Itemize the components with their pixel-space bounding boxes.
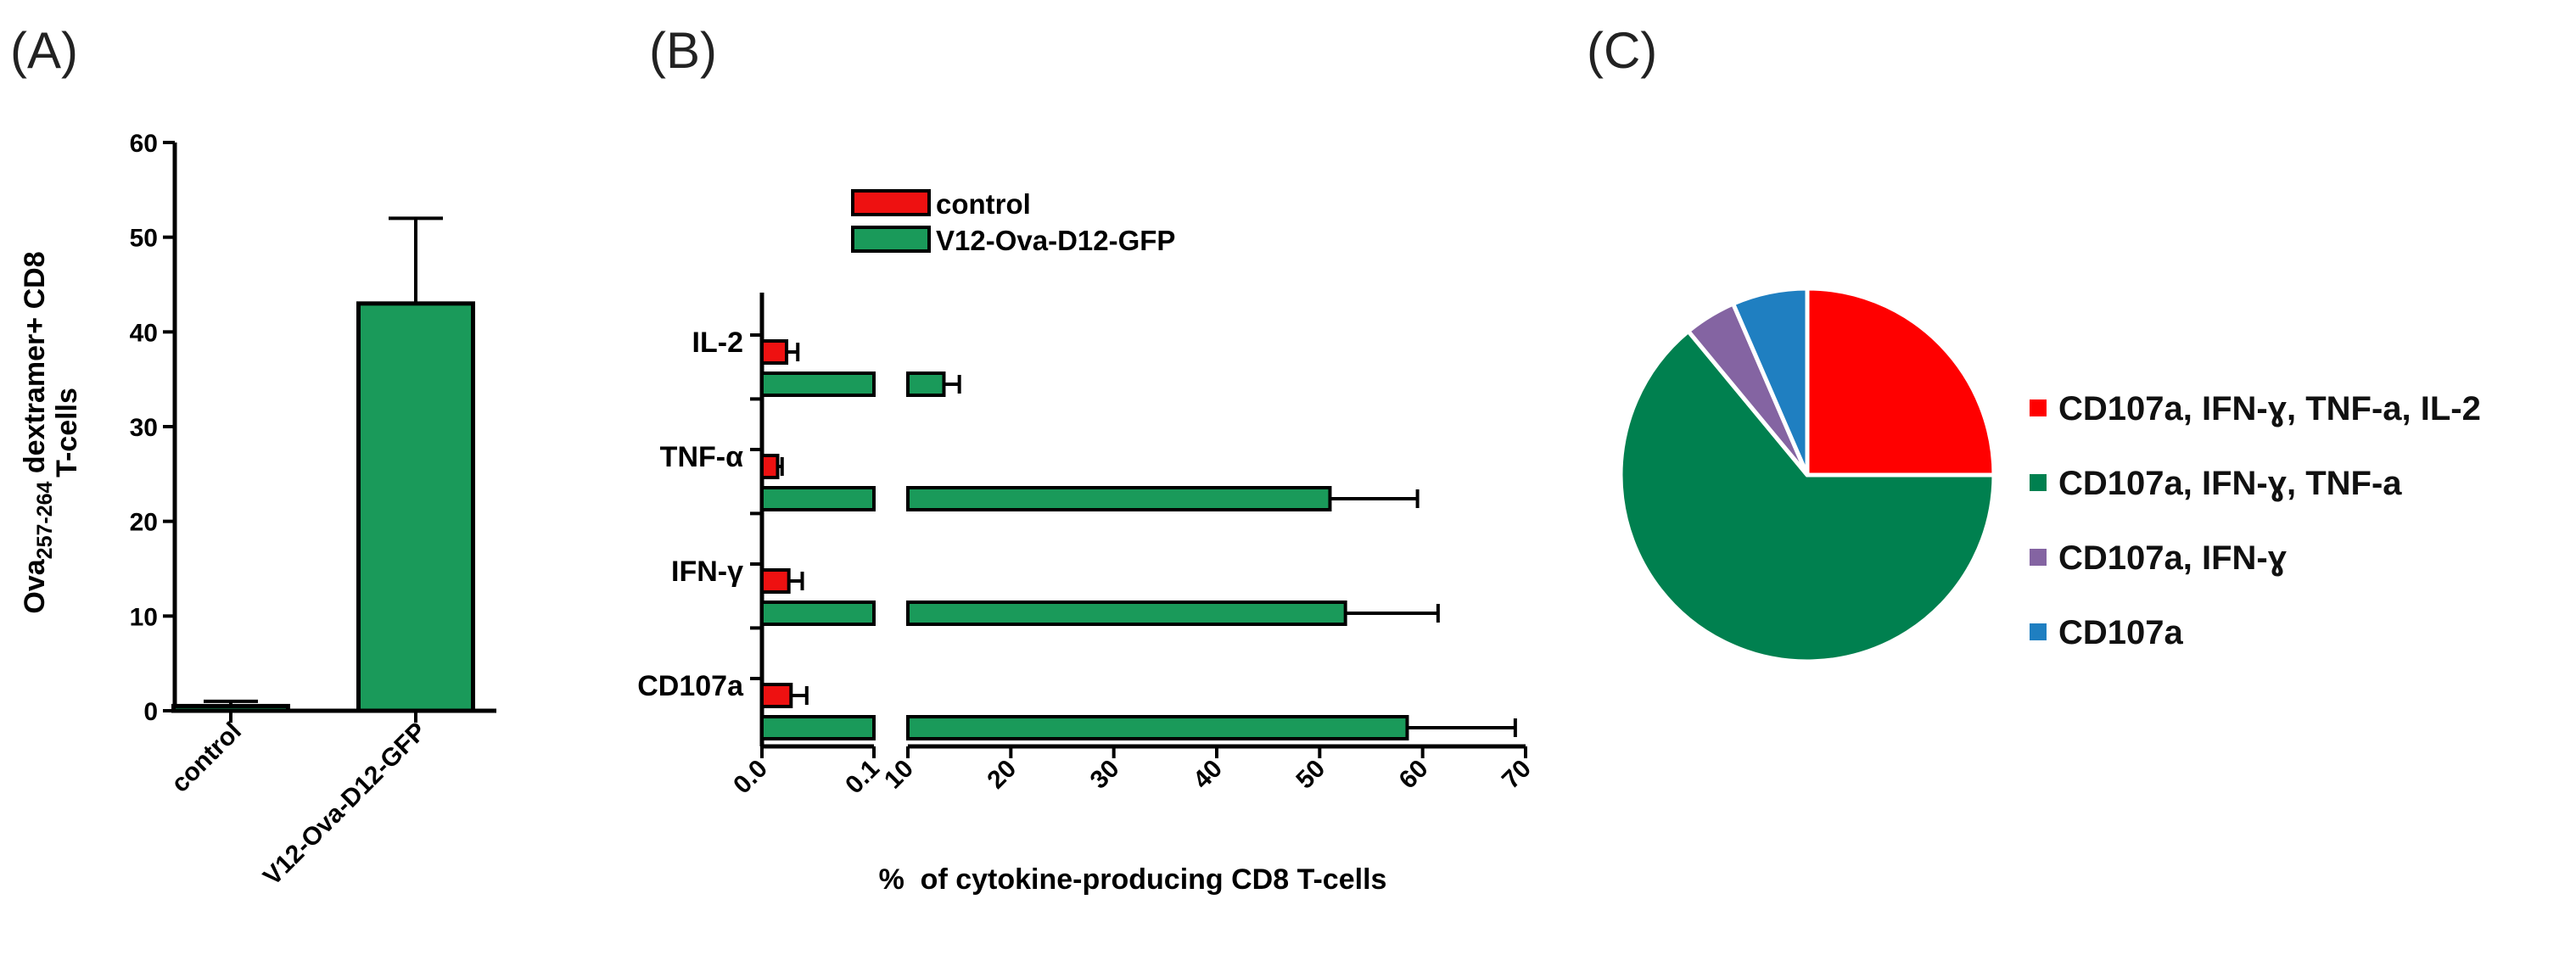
pie-legend-label: CD107a, IFN-ɣ: [2058, 539, 2288, 577]
legend-swatch-control: [851, 189, 931, 216]
panel-a-y-tick-label: 50: [130, 225, 158, 253]
panel-b-x-tick-label: 20: [982, 755, 1022, 795]
pie-legend-swatch: [2030, 474, 2047, 491]
panel-b-bar-control: [760, 454, 780, 479]
panel-b-bar-v12-high: [906, 715, 1409, 740]
panel-b-x-tick-label: 40: [1188, 755, 1228, 795]
panel-b-x-axis-label: % of cytokine-producing CD8 T-cells: [879, 863, 1387, 896]
panel-a-x-tick-label: V12-Ova-D12-GFP: [258, 718, 432, 891]
panel-b-category-label: TNF-α: [660, 441, 743, 473]
pie-legend-swatch: [2030, 549, 2047, 566]
pie-slice: [1730, 286, 1810, 476]
panel-b-bar-chart: control V12-Ova-D12-GFP 0.0 0.110 20 30 40 50…: [637, 188, 1537, 896]
panel-a-y-tick-label: 30: [130, 414, 158, 442]
panel-b-category-label: IFN-γ: [671, 556, 743, 588]
panel-a-bar: [171, 703, 290, 713]
panel-b-bar-v12-low: [760, 715, 876, 740]
panel-label-b: (B): [649, 22, 717, 79]
pie-legend-label: CD107a, IFN-ɣ, TNF-a, IL-2: [2058, 390, 2481, 427]
panel-b-bar-v12-high: [906, 601, 1347, 626]
panel-a-y-tick-label: 10: [130, 603, 158, 631]
panel-b-bar-control: [760, 568, 791, 594]
panel-a-y-tick-label: 20: [130, 509, 158, 537]
panel-a-y-label-prefix: Ova: [19, 558, 51, 613]
panel-b-x-tick-label: 10: [879, 755, 919, 795]
legend-label-control: control: [936, 188, 1031, 220]
panel-a-x-tick-label: control: [166, 718, 247, 798]
panel-a-y-tick-label: 40: [130, 319, 158, 347]
panel-label-c: (C): [1587, 22, 1657, 79]
panel-b-x-tick-label: 0.1: [840, 755, 885, 800]
panel-a-bar-chart: Ova257-264 dextramer+ CD8 T-cells 0 10 20 3…: [19, 130, 496, 891]
panel-b-bar-v12-low: [760, 601, 876, 626]
panel-a-y-tick-label: 60: [130, 130, 158, 158]
pie-slice: [1618, 327, 1996, 664]
panel-b-bar-v12-low: [760, 486, 876, 511]
panel-b-bar-v12-high: [906, 486, 1332, 511]
panel-a-y-label-suffix: dextramer+ CD8: [19, 251, 51, 481]
panel-a-y-axis-label-line2: T-cells: [51, 388, 83, 478]
panel-b-bar-control: [760, 683, 793, 708]
panel-b-x-tick-label: 60: [1394, 755, 1434, 795]
legend-swatch-v12: [851, 226, 931, 253]
panel-b-legend: control V12-Ova-D12-GFP: [851, 188, 1175, 256]
panel-a-bar: [356, 301, 475, 713]
panel-a-y-axis-label: Ova257-264 dextramer+ CD8: [19, 251, 57, 613]
panel-b-x-tick-label: 0.0: [728, 755, 773, 800]
panel-b-x-tick-label: 50: [1291, 755, 1330, 795]
panel-b-bar-control: [760, 339, 789, 365]
panel-label-a: (A): [10, 22, 78, 79]
panel-b-bar-v12-low: [760, 371, 876, 397]
panel-a-y-tick-label: 0: [143, 698, 158, 726]
panel-b-category-label: CD107a: [637, 670, 744, 702]
pie-legend-swatch: [2030, 623, 2047, 640]
pie-legend-label: CD107a: [2058, 614, 2184, 651]
panel-b-x-tick-label: 70: [1497, 755, 1537, 795]
panel-b-bar-v12-high: [906, 371, 946, 397]
pie-legend-label: CD107a, IFN-ɣ, TNF-a: [2058, 465, 2402, 502]
pie-slice: [1805, 286, 1996, 478]
panel-b-category-label: IL-2: [692, 327, 743, 359]
pie-legend-swatch: [2030, 399, 2047, 416]
legend-label-v12: V12-Ova-D12-GFP: [936, 225, 1175, 256]
panel-c-pie-chart: CD107a, IFN-ɣ, TNF-a, IL-2 CD107a, IFN-ɣ,…: [1618, 286, 2481, 664]
panel-a-y-label-subscript: 257-264: [33, 481, 57, 559]
panel-b-x-tick-label: 30: [1085, 755, 1125, 795]
